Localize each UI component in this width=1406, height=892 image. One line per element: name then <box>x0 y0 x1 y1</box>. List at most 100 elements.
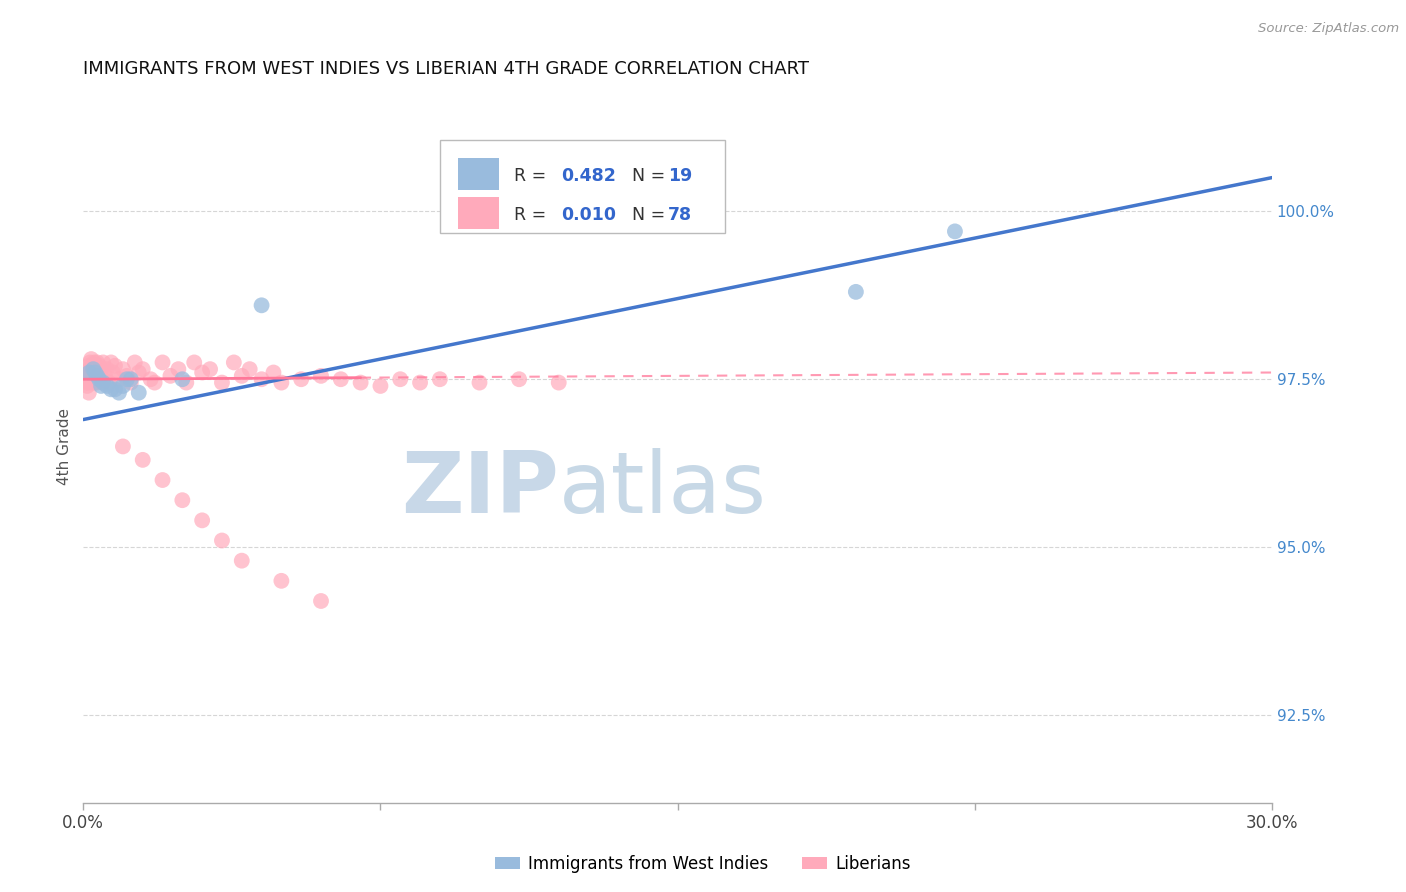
Point <box>80 352 103 367</box>
Point <box>86 368 108 383</box>
Bar <box>458 197 499 229</box>
Point <box>211 376 233 390</box>
Point <box>211 533 233 548</box>
Text: R =: R = <box>513 206 551 224</box>
Point <box>115 368 138 383</box>
Point <box>139 372 162 386</box>
Point <box>191 366 214 380</box>
Point <box>84 366 107 380</box>
Point <box>79 368 101 383</box>
Point <box>94 368 117 383</box>
Point <box>77 362 100 376</box>
Text: R =: R = <box>513 167 551 185</box>
Point <box>111 439 134 453</box>
Point <box>77 385 100 400</box>
Point <box>468 376 491 390</box>
Point <box>250 298 273 312</box>
Point <box>128 385 150 400</box>
Text: ZIP: ZIP <box>401 448 558 531</box>
Point <box>80 359 103 373</box>
Point <box>128 366 150 380</box>
Point <box>101 366 124 380</box>
Point <box>86 376 108 390</box>
Text: N =: N = <box>620 167 671 185</box>
Point <box>152 355 174 369</box>
Text: 0.482: 0.482 <box>561 167 616 185</box>
Point <box>508 372 530 386</box>
Point <box>76 379 98 393</box>
Point <box>77 372 100 386</box>
Text: 0.010: 0.010 <box>561 206 616 224</box>
Text: 19: 19 <box>668 167 692 185</box>
Bar <box>458 158 499 190</box>
Point <box>120 376 142 390</box>
Point <box>231 368 253 383</box>
Point <box>943 224 966 238</box>
Point <box>429 372 451 386</box>
Point <box>77 366 100 380</box>
Text: IMMIGRANTS FROM WEST INDIES VS LIBERIAN 4TH GRADE CORRELATION CHART: IMMIGRANTS FROM WEST INDIES VS LIBERIAN … <box>83 60 810 78</box>
Point <box>329 372 352 386</box>
Point <box>143 376 166 390</box>
Point <box>111 362 134 376</box>
Point <box>96 362 118 376</box>
Point <box>231 554 253 568</box>
Point <box>120 372 142 386</box>
Point <box>176 376 198 390</box>
Point <box>172 372 194 386</box>
Point <box>82 372 104 386</box>
Point <box>91 376 114 390</box>
Point <box>75 372 97 386</box>
Point <box>76 376 98 390</box>
Text: atlas: atlas <box>558 448 766 531</box>
Point <box>91 355 114 369</box>
Point <box>111 379 134 393</box>
Point <box>263 366 285 380</box>
Point <box>90 379 112 393</box>
Point <box>90 362 112 376</box>
Point <box>349 376 371 390</box>
Point <box>309 594 332 608</box>
Point <box>270 574 292 588</box>
Point <box>75 368 97 383</box>
Point <box>290 372 312 386</box>
Point <box>100 355 122 369</box>
Point <box>83 376 105 390</box>
Point <box>79 355 101 369</box>
Point <box>124 355 146 369</box>
FancyBboxPatch shape <box>440 140 725 233</box>
Point <box>89 372 111 386</box>
Point <box>87 366 110 380</box>
Point <box>191 513 214 527</box>
Point <box>845 285 868 299</box>
Point <box>183 355 205 369</box>
Point <box>270 376 292 390</box>
Point <box>84 362 107 376</box>
Point <box>198 362 221 376</box>
Point <box>239 362 262 376</box>
Point <box>132 362 155 376</box>
Point <box>104 359 127 373</box>
Point <box>250 372 273 386</box>
Point <box>96 379 118 393</box>
Point <box>167 362 190 376</box>
Point <box>108 372 131 386</box>
Point <box>309 368 332 383</box>
Point <box>104 382 127 396</box>
Point <box>409 376 432 390</box>
Point <box>89 359 111 373</box>
Point <box>132 453 155 467</box>
Legend: Immigrants from West Indies, Liberians: Immigrants from West Indies, Liberians <box>488 848 918 880</box>
Y-axis label: 4th Grade: 4th Grade <box>58 408 72 485</box>
Point <box>77 359 100 373</box>
Point <box>91 376 114 390</box>
Point <box>84 368 107 383</box>
Point <box>172 493 194 508</box>
Point <box>80 366 103 380</box>
Point <box>83 355 105 369</box>
Point <box>222 355 245 369</box>
Point <box>82 362 104 376</box>
Point <box>370 379 392 393</box>
Point <box>98 376 121 390</box>
Text: N =: N = <box>620 206 671 224</box>
